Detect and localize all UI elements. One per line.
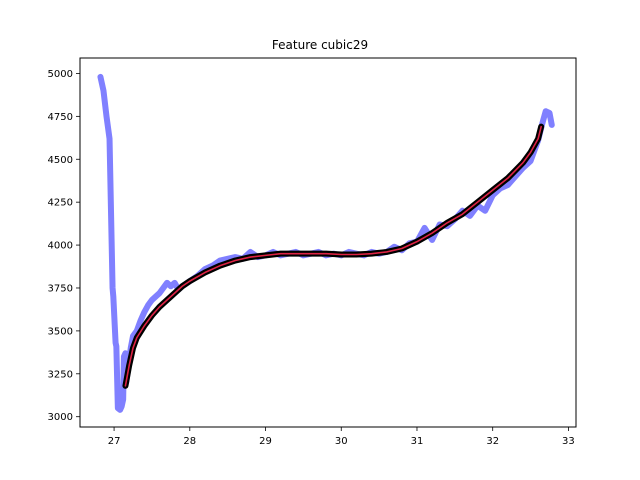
y-tick-label: 4250 (48, 198, 73, 209)
y-axis: 3000 3250 3500 3750 4000 4250 4500 4750 5000 (48, 69, 80, 423)
x-tick-label: 30 (335, 436, 348, 447)
y-tick-label: 3750 (48, 283, 73, 294)
y-tick-label: 4750 (48, 112, 73, 123)
x-tick-label: 27 (108, 436, 121, 447)
y-tick-label: 3250 (48, 369, 73, 380)
y-tick-label: 4500 (48, 155, 73, 166)
axes-frame (79, 57, 577, 428)
x-tick-label: 31 (411, 436, 424, 447)
x-tick-label: 29 (259, 436, 272, 447)
y-tick-label: 3500 (48, 326, 73, 337)
x-tick-label: 28 (183, 436, 196, 447)
series-line-3 (124, 125, 542, 387)
chart-title: Feature cubic29 (272, 38, 368, 52)
series-layer (97, 73, 555, 413)
plot-area (97, 73, 555, 413)
x-axis: 27 28 29 30 31 32 33 (108, 427, 575, 447)
x-tick-label: 32 (486, 436, 499, 447)
x-tick-label: 33 (562, 436, 575, 447)
y-tick-label: 3000 (48, 412, 73, 423)
y-tick-label: 4000 (48, 241, 73, 252)
y-tick-label: 5000 (48, 69, 73, 80)
